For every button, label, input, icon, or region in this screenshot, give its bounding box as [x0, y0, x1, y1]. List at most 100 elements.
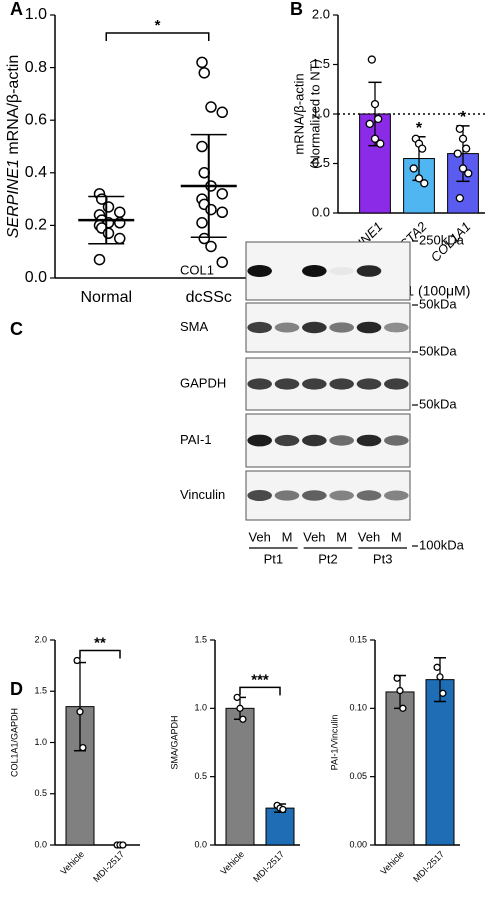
blot-band — [302, 265, 327, 277]
group-label: Pt3 — [373, 551, 393, 566]
y-tick-label: 1.0 — [25, 6, 47, 23]
data-point — [102, 227, 115, 240]
data-point — [433, 663, 441, 671]
blot-band — [302, 434, 327, 447]
data-point — [370, 134, 380, 143]
data-point — [102, 201, 115, 213]
data-point — [436, 673, 444, 681]
blot-band — [274, 434, 300, 447]
x-tick-label: Normal — [80, 289, 132, 306]
row-label: SMA — [180, 319, 209, 334]
blot-band — [356, 321, 382, 334]
x-tick-label: Vehicle — [378, 849, 406, 877]
blot-frame — [245, 470, 411, 521]
lane-label: Veh — [358, 529, 380, 544]
data-point — [453, 149, 462, 158]
bar — [225, 707, 255, 846]
y-tick-label: 0.8 — [25, 59, 47, 76]
blot-band — [302, 490, 327, 501]
x-tick-label: dcSSc — [186, 289, 232, 306]
y-tick-label: 0.0 — [34, 839, 47, 849]
lane-label: Veh — [248, 529, 270, 544]
data-point — [370, 99, 380, 109]
data-point — [418, 144, 427, 153]
y-tick-label: 1.5 — [34, 686, 47, 696]
panel-letter: C — [10, 319, 23, 339]
data-point — [236, 704, 244, 712]
blot-band — [274, 322, 300, 333]
blot-band — [274, 378, 300, 390]
y-tick-label: 0.6 — [25, 111, 47, 128]
marker-label: 50kDa — [419, 396, 457, 411]
significance-bracket — [239, 686, 281, 696]
data-point — [439, 689, 447, 697]
row-label: COL1 — [180, 262, 214, 277]
data-point — [216, 106, 228, 119]
data-point — [279, 805, 287, 814]
blot-band — [302, 321, 327, 334]
data-point — [196, 56, 208, 69]
y-tick-label: 1.0 — [312, 105, 330, 120]
y-tick-label: 0.4 — [25, 164, 47, 181]
y-tick-label: 0.5 — [34, 788, 47, 798]
data-point — [365, 119, 374, 129]
blot-band — [384, 490, 409, 501]
y-axis-label: SERPINE1 mRNA/β-actin — [5, 55, 22, 238]
significance-bracket — [79, 649, 121, 659]
y-tick-label: 1.0 — [194, 703, 207, 713]
y-axis-label: COL1A1/GAPDH — [9, 708, 19, 777]
y-tick-label: 0.0 — [25, 269, 47, 286]
data-point — [376, 139, 385, 148]
blot-band — [329, 490, 354, 501]
lane-label: M — [282, 529, 293, 544]
blot-band — [356, 434, 382, 447]
y-tick-label: 0.05 — [349, 771, 367, 781]
data-point — [73, 656, 81, 665]
blot-band — [247, 378, 272, 390]
y-axis-label: PAI-1/Vinculin — [329, 715, 339, 771]
y-tick-label: 0.0 — [312, 204, 330, 219]
y-tick-label: 0.2 — [25, 217, 47, 234]
blot-frame — [245, 413, 411, 468]
y-tick-label: 0.15 — [349, 634, 367, 644]
significance-star: * — [155, 17, 161, 34]
blot-band — [356, 265, 382, 277]
data-point — [119, 841, 127, 849]
lane-label: Veh — [303, 529, 325, 544]
blot-band — [329, 322, 354, 333]
blot-band — [329, 266, 354, 276]
group-label: Pt2 — [318, 551, 338, 566]
blot-band — [247, 490, 272, 501]
y-tick-label: 2.0 — [34, 634, 47, 644]
y-tick-label: 0.5 — [312, 155, 330, 170]
blot-frame — [245, 357, 411, 411]
data-point — [196, 140, 208, 153]
blot-band — [247, 321, 272, 334]
y-tick-label: 0.00 — [349, 839, 367, 849]
y-tick-label: 1.5 — [194, 634, 207, 644]
y-axis-label: (Normalized to NT) — [307, 59, 322, 169]
data-point — [458, 164, 468, 173]
data-point — [374, 114, 383, 124]
data-point — [462, 144, 471, 153]
blot-band — [247, 265, 272, 277]
data-point — [420, 179, 429, 188]
panel-letter: A — [10, 0, 23, 19]
blot-band — [384, 435, 409, 446]
y-tick-label: 1.0 — [34, 737, 47, 747]
data-point — [396, 686, 404, 695]
y-axis-label: mRNA/β-actin — [291, 73, 306, 154]
data-point — [93, 253, 106, 266]
blot-frame — [245, 302, 411, 353]
data-point — [464, 169, 473, 178]
bar — [425, 679, 455, 846]
row-label: PAI-1 — [180, 432, 212, 447]
y-axis-label: SMA/GAPDH — [169, 715, 179, 769]
data-point — [76, 708, 84, 716]
y-label-text: mRNA/β-actin — [5, 55, 22, 159]
row-label: Vinculin — [180, 487, 225, 502]
blot-band — [274, 490, 300, 501]
data-point — [216, 206, 228, 218]
x-tick-label: MDI-2517 — [411, 849, 446, 884]
